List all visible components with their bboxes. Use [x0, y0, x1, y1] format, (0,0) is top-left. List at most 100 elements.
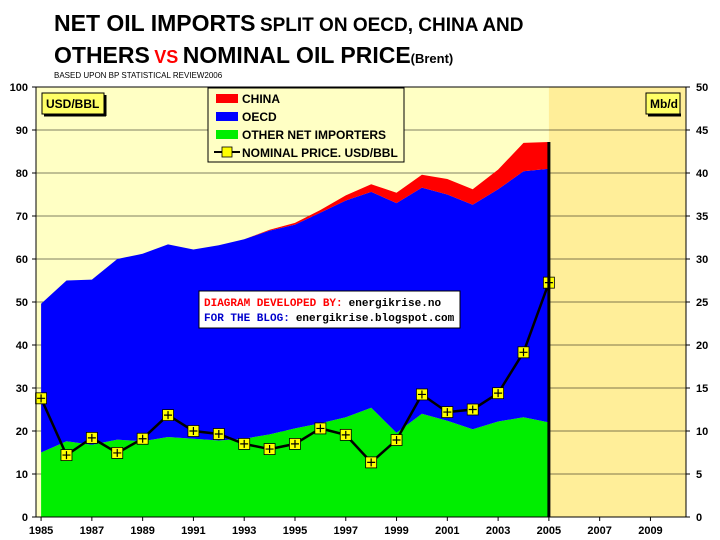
unit-left-label: USD/BBL	[46, 97, 99, 111]
price-point	[390, 434, 403, 446]
price-point	[492, 387, 505, 400]
title-line1: NET OIL IMPORTS SPLIT ON OECD, CHINA AND	[54, 10, 523, 37]
x-axis-tick-label: 1987	[80, 525, 104, 537]
price-marker-cross	[164, 411, 173, 420]
right-axis-tick-label: 35	[696, 211, 708, 223]
price-point	[365, 456, 378, 469]
price-marker-cross	[87, 433, 96, 442]
price-marker-cross	[316, 424, 325, 433]
right-axis-tick-label: 0	[696, 512, 702, 524]
x-axis-tick-label: 1999	[384, 525, 408, 537]
left-axis-tick-label: 20	[16, 426, 28, 438]
credit-line2-value: energikrise.blogspot.com	[296, 313, 455, 325]
left-axis-tick-label: 30	[16, 383, 28, 395]
area-china	[41, 142, 549, 304]
price-point	[187, 425, 200, 437]
price-marker-cross	[443, 408, 452, 417]
credit-line2-label: FOR THE BLOG:	[204, 313, 290, 325]
right-axis-tick-label: 20	[696, 340, 708, 352]
right-axis-tick-label: 10	[696, 426, 708, 438]
price-marker-cross	[417, 390, 426, 399]
price-point	[162, 409, 174, 421]
left-axis-tick-label: 60	[16, 254, 28, 266]
legend-box	[207, 87, 405, 163]
price-point	[289, 437, 301, 450]
price-point	[466, 403, 479, 416]
credit-line1: DIAGRAM DEVELOPED BY: energikrise.no	[204, 298, 441, 310]
x-axis-tick-label: 1989	[130, 525, 154, 537]
price-marker-cross	[240, 439, 249, 448]
title-line2-big: OTHERS	[54, 42, 150, 68]
price-marker-cross	[341, 430, 350, 439]
left-axis-tick-label: 10	[16, 469, 28, 481]
price-point	[263, 443, 276, 455]
price-point	[35, 392, 47, 405]
x-axis-tick-label: 1991	[181, 525, 205, 537]
x-axis-tick-label: 2005	[537, 525, 561, 537]
left-axis-tick-label: 50	[16, 297, 28, 309]
right-axis-tick-label: 50	[696, 82, 708, 94]
x-axis-tick-label: 2009	[638, 525, 662, 537]
title-line2-rest: NOMINAL OIL PRICE	[182, 42, 411, 68]
price-marker-cross	[189, 427, 198, 435]
left-axis-tick-label: 40	[16, 340, 28, 352]
legend: CHINA OECD OTHER NET IMPORTERS NOMINAL P…	[207, 87, 405, 163]
right-axis-tick-label: 30	[696, 254, 708, 266]
price-marker-cross	[138, 434, 147, 443]
right-axis-tick-label: 15	[696, 383, 708, 395]
left-axis-tick-label: 0	[22, 512, 28, 524]
credit-box: DIAGRAM DEVELOPED BY: energikrise.no FOR …	[198, 290, 461, 329]
price-marker-cross	[468, 405, 477, 414]
price-marker-cross	[367, 458, 376, 467]
price-marker-cross	[290, 439, 299, 448]
left-axis-tick-label: 100	[10, 82, 28, 94]
price-marker-cross	[494, 389, 503, 398]
legend-swatch-oecd	[216, 112, 238, 121]
price-point	[314, 422, 327, 435]
left-axis-tick-label: 80	[16, 168, 28, 180]
x-axis-tick-label: 2003	[486, 525, 510, 537]
legend-label-other: OTHER NET IMPORTERS	[242, 128, 386, 142]
price-marker-cross	[62, 451, 71, 460]
credit-line1-value: energikrise.no	[349, 298, 442, 310]
price-point	[441, 406, 454, 418]
right-axis-tick-label: 40	[696, 168, 708, 180]
legend-swatch-price-marker	[221, 146, 233, 158]
left-axis-tick-label: 70	[16, 211, 28, 223]
price-marker-cross	[392, 436, 401, 445]
price-point	[416, 388, 428, 401]
price-marker-cross	[214, 430, 223, 439]
price-point	[339, 428, 352, 441]
title-line1-big: NET OIL IMPORTS	[54, 10, 256, 36]
title-line1-small: SPLIT ON OECD, CHINA AND	[259, 15, 524, 36]
legend-label-china: CHINA	[242, 92, 280, 106]
x-axis-tick-label: 1995	[283, 525, 307, 537]
legend-label-price: NOMINAL PRICE. USD/BBL	[242, 146, 398, 160]
price-line-group	[35, 276, 555, 469]
area-other-net-importers	[41, 407, 549, 517]
x-axis-tick-label: 1997	[334, 525, 358, 537]
title-vs: VS	[154, 47, 179, 67]
price-point	[238, 437, 251, 450]
title-line2: OTHERS VS NOMINAL OIL PRICE(Brent)	[54, 42, 453, 69]
price-point	[111, 447, 124, 459]
price-point	[136, 432, 149, 445]
x-axis-tick-label: 2001	[435, 525, 459, 537]
price-marker-cross	[37, 394, 46, 403]
right-axis-tick-label: 25	[696, 297, 708, 309]
credit-line2: FOR THE BLOG: energikrise.blogspot.com	[204, 313, 455, 325]
legend-swatch-china	[216, 94, 238, 103]
price-point	[60, 449, 73, 461]
price-marker-cross	[519, 348, 528, 357]
credit-line1-label: DIAGRAM DEVELOPED BY:	[204, 298, 343, 310]
x-axis-tick-label: 2007	[587, 525, 611, 537]
x-axis-tick-label: 1993	[232, 525, 256, 537]
price-point	[212, 428, 225, 440]
source-note: BASED UPON BP STATISTICAL REVIEW2006	[54, 71, 223, 80]
right-axis-tick-label: 5	[696, 469, 702, 481]
right-axis-tick-label: 45	[696, 125, 708, 137]
price-marker-cross	[265, 445, 274, 454]
price-point	[85, 431, 98, 444]
axes: 0 10 20 30 40 50 60 70 80 90 100 0 5 10 15 20 25 30 35 40 45…	[10, 82, 709, 537]
